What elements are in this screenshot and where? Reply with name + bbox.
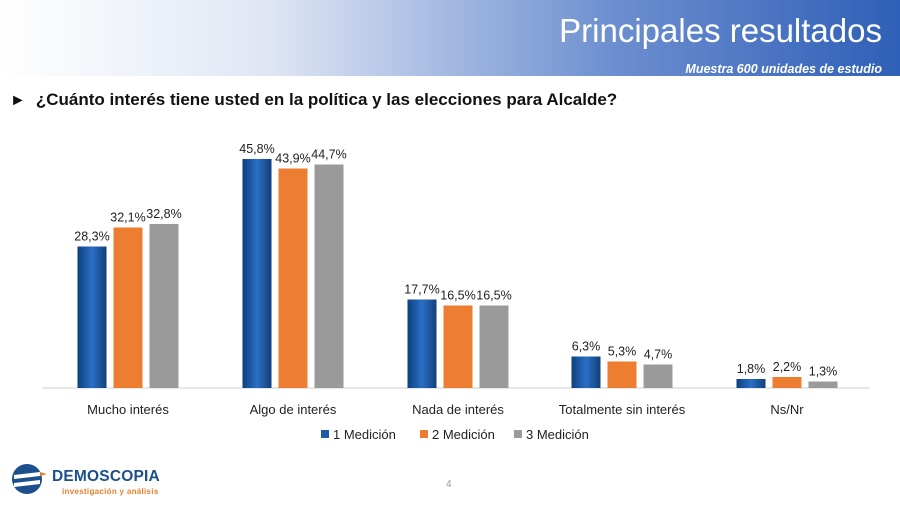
data-label: 6,3% xyxy=(572,340,601,354)
category-label: Ns/Nr xyxy=(770,402,804,417)
bar-3-3 xyxy=(479,305,509,388)
logo-name: DEMOSCOPIA xyxy=(52,468,160,485)
data-label: 1,3% xyxy=(809,365,838,379)
logo-mark-icon xyxy=(12,464,47,494)
bar-1-5 xyxy=(736,379,766,388)
legend-label: 3 Medición xyxy=(526,427,589,442)
category-label: Algo de interés xyxy=(250,402,337,417)
data-label: 43,9% xyxy=(275,152,310,166)
question-text: ¿Cuánto interés tiene usted en la políti… xyxy=(35,90,618,109)
category-label: Mucho interés xyxy=(87,402,169,417)
category-label: Nada de interés xyxy=(412,402,504,417)
legend-label: 2 Medición xyxy=(432,427,495,442)
question-heading: ► ¿Cuánto interés tiene usted en la polít… xyxy=(10,90,617,110)
legend-swatch-1 xyxy=(321,430,329,438)
data-label: 1,8% xyxy=(737,362,766,376)
data-label: 16,5% xyxy=(476,289,511,303)
legend-swatch-2 xyxy=(420,430,428,438)
data-label: 2,2% xyxy=(773,360,802,374)
data-label: 28,3% xyxy=(74,230,109,244)
bar-2-4 xyxy=(607,361,637,388)
data-label: 5,3% xyxy=(608,345,637,359)
bar-3-1 xyxy=(149,224,179,388)
page-number: 4 xyxy=(446,479,452,490)
category-label: Totalmente sin interés xyxy=(559,402,686,417)
data-label: 17,7% xyxy=(404,283,439,297)
bar-3-2 xyxy=(314,164,344,388)
page-title: Principales resultados xyxy=(559,12,882,49)
bar-2-1 xyxy=(113,227,143,388)
legend-swatch-3 xyxy=(514,430,522,438)
data-label: 44,7% xyxy=(311,148,346,162)
bar-3-5 xyxy=(808,381,838,388)
data-label: 45,8% xyxy=(239,142,274,156)
data-label: 16,5% xyxy=(440,289,475,303)
bar-1-1 xyxy=(77,246,107,388)
bar-1-3 xyxy=(407,299,437,388)
logo-tagline: investigación y análisis xyxy=(62,487,159,496)
bar-1-4 xyxy=(571,356,601,388)
logo: DEMOSCOPIA investigación y análisis xyxy=(10,462,170,498)
bar-3-4 xyxy=(643,364,673,388)
data-label: 4,7% xyxy=(644,348,673,362)
bar-2-2 xyxy=(278,168,308,388)
data-label: 32,8% xyxy=(146,207,181,221)
header-banner: Principales resultados Muestra 600 unida… xyxy=(0,0,900,76)
data-label: 32,1% xyxy=(110,211,145,225)
bullet-arrow-icon: ► xyxy=(10,92,26,109)
sample-subtitle: Muestra 600 unidades de estudio xyxy=(685,62,882,76)
bar-2-3 xyxy=(443,305,473,388)
bar-1-2 xyxy=(242,159,272,388)
bar-2-5 xyxy=(772,377,802,388)
legend-label: 1 Medición xyxy=(333,427,396,442)
